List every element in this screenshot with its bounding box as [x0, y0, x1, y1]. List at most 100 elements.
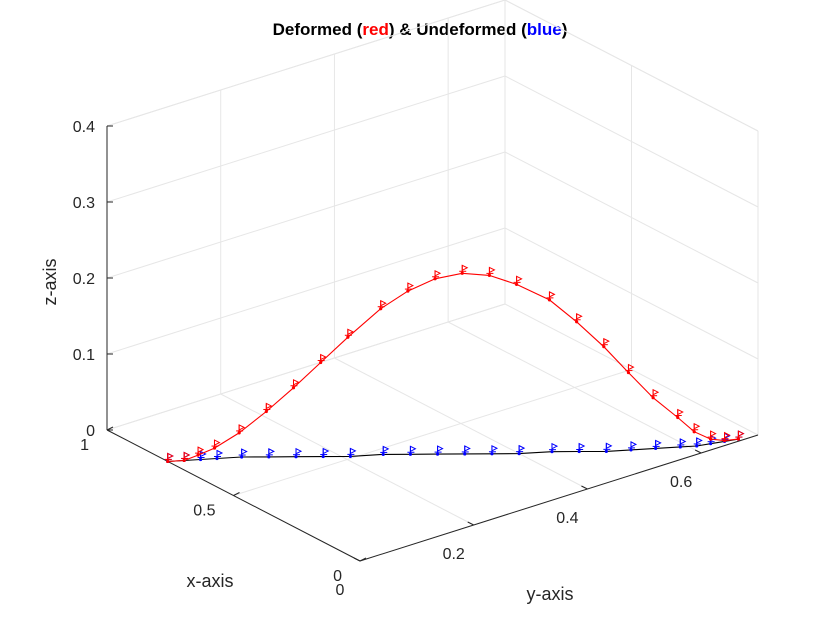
flag-triangle	[630, 441, 638, 448]
flag-triangle	[216, 449, 224, 457]
flag-triangle	[464, 445, 471, 452]
flag-triangle	[380, 299, 387, 307]
side-grid-z	[504, 303, 759, 436]
flag-triangle	[213, 439, 221, 446]
node-dot	[676, 415, 680, 420]
deformed-point	[546, 291, 556, 302]
flag-triangle	[679, 438, 687, 445]
node-dot	[487, 273, 492, 277]
x-tick-label: 0.5	[193, 503, 215, 520]
floor-grid-y	[220, 393, 474, 526]
node-dot	[408, 452, 413, 456]
node-dot	[237, 431, 241, 435]
node-dot	[346, 335, 350, 339]
flag-triangle	[578, 442, 586, 450]
undeformed-point	[320, 447, 330, 459]
deformed-point	[650, 388, 660, 400]
node-dot	[514, 282, 519, 286]
title-part-3: ) & Undeformed (	[388, 20, 527, 39]
series-layer	[164, 264, 745, 464]
undeformed-point	[548, 442, 559, 454]
flag-triangle	[461, 264, 469, 272]
floor-grid-y	[334, 357, 588, 490]
flag-triangle	[347, 328, 354, 336]
deformed-point	[377, 299, 387, 311]
undeformed-point	[347, 447, 357, 458]
node-dot	[575, 320, 579, 324]
node-dot	[709, 442, 713, 446]
deformed-point	[486, 266, 496, 277]
node-dot	[629, 448, 633, 452]
node-dot	[433, 277, 437, 281]
flag-triangle	[322, 447, 330, 455]
z-tick-label: 0.1	[73, 347, 95, 364]
y-tick-mark	[581, 485, 588, 490]
x-tick-mark	[233, 492, 240, 496]
undeformed-point	[516, 444, 526, 456]
node-dot	[626, 370, 631, 375]
node-dot	[435, 452, 440, 456]
z-tick-label: 0.4	[73, 119, 95, 136]
y-tick-mark	[694, 449, 702, 454]
flag-triangle	[197, 446, 205, 453]
flag-triangle	[434, 269, 442, 277]
undeformed-point	[380, 445, 390, 457]
z-tick-label: 0	[86, 423, 95, 440]
deformed-point	[513, 275, 523, 286]
x-tick-label: 0	[333, 568, 342, 585]
deformed-series-line	[167, 272, 739, 462]
deformed-point	[625, 363, 635, 375]
undeformed-point	[576, 442, 586, 454]
flag-triangle	[409, 445, 417, 453]
flag-triangle	[677, 408, 684, 416]
side-grid-z	[504, 227, 759, 360]
z-tick-label: 0.3	[73, 195, 95, 212]
flag-triangle	[241, 448, 248, 455]
undeformed-point	[677, 438, 687, 449]
floor-grid-y	[447, 321, 702, 454]
node-dot	[651, 396, 655, 400]
y-tick-mark	[467, 521, 474, 526]
node-dot	[267, 455, 271, 459]
flag-triangle	[603, 337, 610, 345]
flag-triangle	[167, 452, 174, 460]
undeformed-series-line	[167, 438, 739, 462]
node-dot	[722, 439, 727, 443]
y-tick-label: 0.4	[556, 510, 578, 527]
node-dot	[678, 445, 682, 449]
node-dot	[291, 386, 296, 390]
x-tick-mark	[359, 557, 367, 562]
undeformed-point	[214, 449, 224, 461]
undeformed-point	[461, 445, 471, 456]
y-tick-mark	[353, 557, 361, 562]
undeformed-point	[693, 437, 703, 448]
z-tick-label: 0.2	[73, 271, 95, 288]
x-tick-mark	[106, 426, 114, 431]
x-axis-label: x-axis	[186, 571, 233, 591]
flag-triangle	[655, 439, 662, 447]
node-dot	[577, 449, 581, 454]
box-top-back	[106, 0, 506, 127]
node-dot	[547, 298, 552, 302]
side-grid-z	[504, 75, 759, 208]
deformed-point	[404, 282, 414, 293]
node-dot	[379, 307, 383, 311]
flag-triangle	[737, 430, 745, 437]
y-tick-label: 0	[336, 582, 345, 599]
box-top-side	[504, 0, 759, 132]
side-grid-z	[504, 151, 759, 284]
deformed-point	[573, 312, 583, 324]
flag-triangle	[696, 437, 703, 444]
node-dot	[294, 455, 298, 459]
undeformed-point	[627, 441, 638, 452]
flag-triangle	[576, 312, 583, 320]
flag-triangle	[518, 444, 526, 452]
deformed-point	[344, 328, 354, 339]
flag-triangle	[551, 442, 559, 450]
z-axis-label: z-axis	[40, 258, 60, 305]
deformed-point	[432, 269, 442, 281]
y-tick-label: 0.6	[670, 474, 692, 491]
flag-triangle	[710, 430, 717, 437]
